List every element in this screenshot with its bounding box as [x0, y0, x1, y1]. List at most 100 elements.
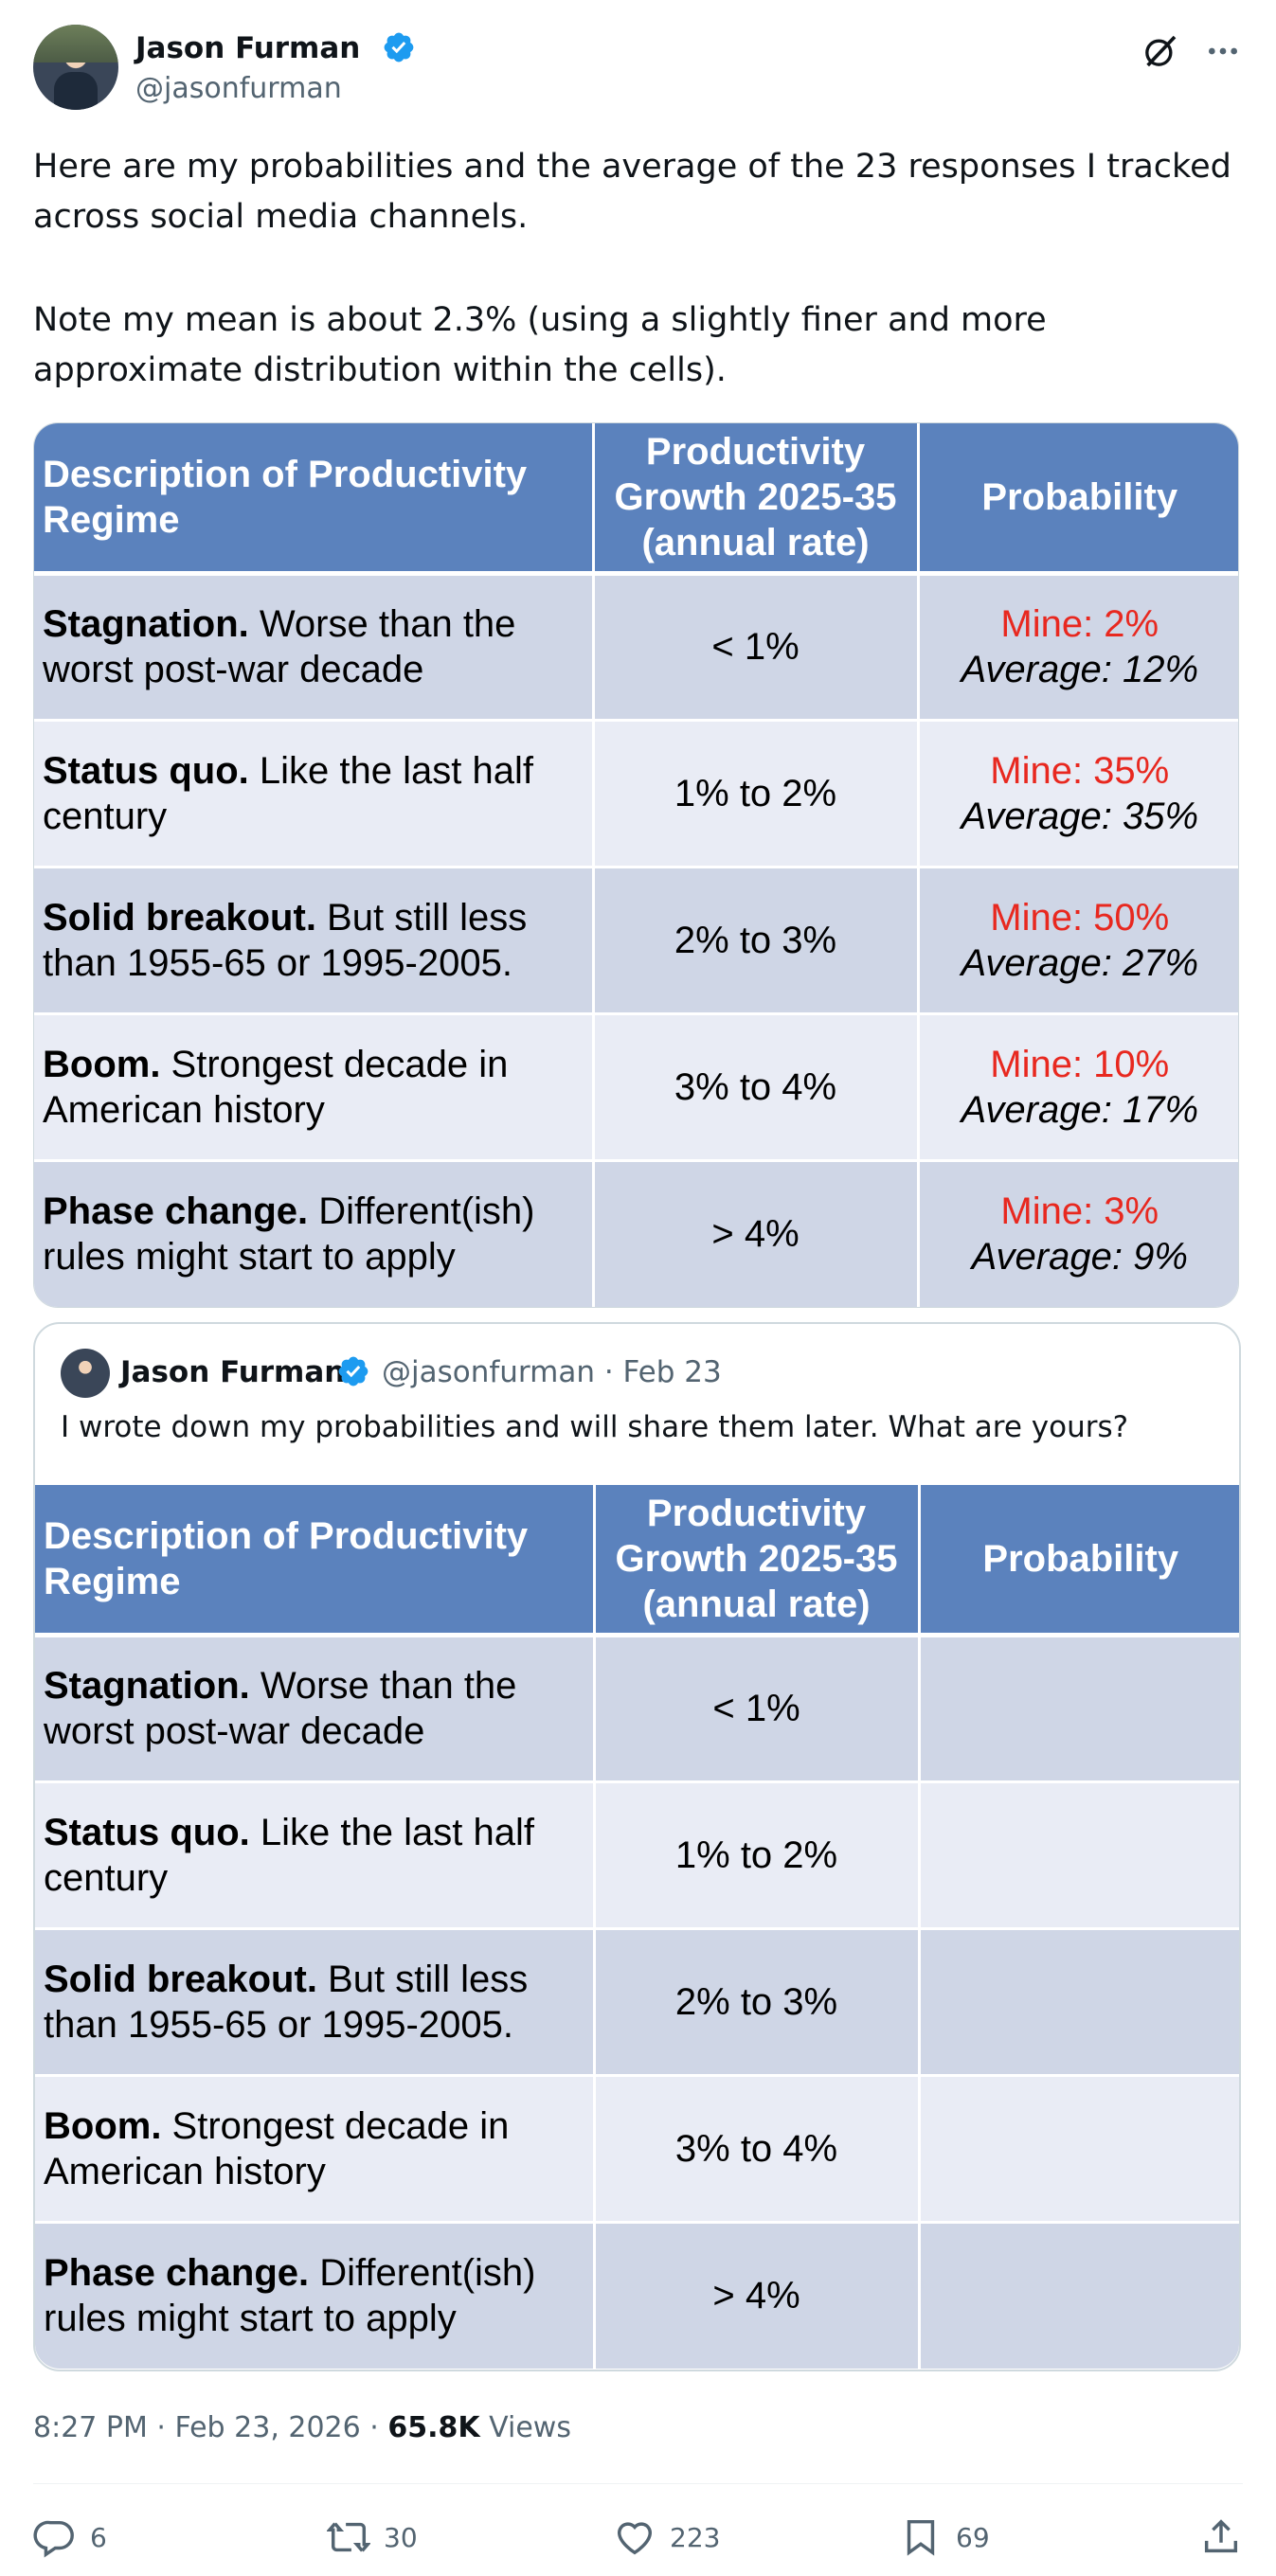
- regime-description: Stagnation. Worse than the worst post-wa…: [35, 1635, 596, 1783]
- reply-count: 6: [90, 2521, 107, 2553]
- like-button[interactable]: 223: [613, 2510, 720, 2565]
- probability-cell-empty: [919, 1928, 1239, 2077]
- regime-desc: But still less than 1955-65 or 1995-2005…: [43, 896, 528, 984]
- growth-rate: 1% to 2%: [594, 1781, 921, 1930]
- regime-description: Phase change. Different(ish) rules might…: [34, 1160, 595, 1307]
- like-icon: [617, 2522, 653, 2555]
- header-probability: Probability: [918, 423, 1238, 576]
- growth-rate: 3% to 4%: [593, 1013, 920, 1162]
- quoted-tweet[interactable]: Jason Furman @jasonfurman · Feb 23 I wro…: [33, 1322, 1241, 2371]
- reply-icon: [33, 2520, 74, 2558]
- average-probability: Average: 35%: [961, 795, 1199, 837]
- regime-label: Solid breakout.: [43, 896, 316, 939]
- growth-rate: 2% to 3%: [594, 1928, 921, 2077]
- share-icon: [1204, 2519, 1238, 2553]
- quoted-productivity-table: Description of Productivity Regime Produ…: [35, 1485, 1239, 2369]
- average-probability: Average: 17%: [961, 1088, 1199, 1131]
- regime-desc: Worse than the worst post-war decade: [44, 1665, 517, 1752]
- mine-probability: Mine: 35%: [990, 749, 1170, 792]
- reply-button[interactable]: 6: [33, 2510, 107, 2565]
- retweet-icon: [327, 2522, 370, 2552]
- tweet-actions: 6 30 223 69: [33, 2510, 1243, 2565]
- table-row: Phase change. Different(ish) rules might…: [35, 2222, 1239, 2369]
- quoted-avatar[interactable]: [61, 1349, 110, 1398]
- table-row: Phase change. Different(ish) rules might…: [34, 1160, 1238, 1307]
- retweet-button[interactable]: 30: [327, 2510, 418, 2565]
- table-row: Solid breakout. But still less than 1955…: [34, 867, 1238, 1015]
- verified-badge-icon[interactable]: [336, 1354, 370, 1388]
- tweet-header: Jason Furman @jasonfurman: [33, 25, 1243, 112]
- bookmark-icon: [907, 2519, 935, 2556]
- regime-desc: Strongest decade in American history: [44, 2104, 510, 2192]
- quoted-table-image[interactable]: Description of Productivity Regime Produ…: [35, 1485, 1239, 2369]
- regime-label: Stagnation.: [43, 603, 249, 645]
- tweet-text: Here are my probabilities and the averag…: [33, 142, 1243, 396]
- header-description: Description of Productivity Regime: [35, 1485, 596, 1637]
- probability-cell: Mine: 50% Average: 27%: [918, 867, 1238, 1015]
- author-name[interactable]: Jason Furman: [135, 31, 361, 65]
- regime-description: Status quo. Like the last half century: [35, 1781, 596, 1930]
- share-button[interactable]: [1199, 2510, 1256, 2565]
- regime-desc: Like the last half century: [44, 1811, 534, 1899]
- regime-description: Boom. Strongest decade in American histo…: [35, 2075, 596, 2224]
- table-row: Boom. Strongest decade in American histo…: [35, 2075, 1239, 2224]
- retweet-count: 30: [384, 2521, 418, 2553]
- header-description: Description of Productivity Regime: [34, 423, 595, 576]
- quoted-text: I wrote down my probabilities and will s…: [61, 1410, 1129, 1444]
- table-row: Status quo. Like the last half century 1…: [34, 720, 1238, 868]
- regime-label: Boom.: [44, 2104, 162, 2147]
- growth-rate: < 1%: [593, 573, 920, 722]
- grok-icon[interactable]: [1141, 32, 1179, 70]
- regime-desc: Different(ish) rules might start to appl…: [44, 2252, 536, 2340]
- regime-label: Solid breakout.: [44, 1958, 317, 2000]
- growth-rate: 2% to 3%: [593, 867, 920, 1015]
- regime-label: Phase change.: [44, 2252, 310, 2295]
- average-probability: Average: 27%: [961, 941, 1199, 984]
- regime-label: Status quo.: [44, 1811, 250, 1853]
- tweet-timestamp: 8:27 PM · Feb 23, 2026 · 65.8K Views: [33, 2408, 571, 2448]
- author-handle[interactable]: @jasonfurman: [135, 72, 342, 105]
- mine-probability: Mine: 50%: [990, 896, 1170, 939]
- header-probability: Probability: [919, 1485, 1239, 1637]
- divider: [33, 2483, 1243, 2484]
- growth-rate: < 1%: [594, 1635, 921, 1783]
- regime-desc: But still less than 1955-65 or 1995-2005…: [44, 1958, 529, 2046]
- table-row: Stagnation. Worse than the worst post-wa…: [35, 1635, 1239, 1783]
- more-options-icon[interactable]: [1204, 32, 1242, 70]
- regime-label: Boom.: [43, 1043, 161, 1085]
- regime-label: Phase change.: [43, 1190, 309, 1233]
- table-row: Stagnation. Worse than the worst post-wa…: [34, 573, 1238, 722]
- quoted-meta[interactable]: @jasonfurman · Feb 23: [382, 1355, 722, 1389]
- probability-cell: Mine: 2% Average: 12%: [918, 573, 1238, 722]
- timestamp-text[interactable]: 8:27 PM · Feb 23, 2026 ·: [33, 2411, 388, 2444]
- regime-desc: Different(ish) rules might start to appl…: [43, 1190, 535, 1279]
- probability-cell: Mine: 10% Average: 17%: [918, 1013, 1238, 1162]
- table-row: Boom. Strongest decade in American histo…: [34, 1013, 1238, 1162]
- productivity-table-image[interactable]: Description of Productivity Regime Produ…: [33, 422, 1239, 1308]
- bookmark-button[interactable]: 69: [899, 2510, 990, 2565]
- mine-probability: Mine: 10%: [990, 1043, 1170, 1085]
- probability-cell-empty: [919, 2222, 1239, 2369]
- like-count: 223: [670, 2521, 721, 2553]
- header-growth: Productivity Growth 2025-35 (annual rate…: [594, 1485, 921, 1637]
- verified-badge-icon[interactable]: [382, 30, 416, 64]
- regime-description: Status quo. Like the last half century: [34, 720, 595, 868]
- regime-description: Solid breakout. But still less than 1955…: [35, 1928, 596, 2077]
- quoted-author-name[interactable]: Jason Furman: [120, 1355, 346, 1389]
- probability-cell: Mine: 35% Average: 35%: [918, 720, 1238, 868]
- growth-rate: 3% to 4%: [594, 2075, 921, 2224]
- regime-label: Status quo.: [43, 749, 249, 792]
- productivity-table: Description of Productivity Regime Produ…: [34, 423, 1238, 1307]
- tweet-paragraph: Here are my probabilities and the averag…: [33, 148, 1231, 236]
- regime-desc: Worse than the worst post-war decade: [43, 603, 516, 690]
- views-label: Views: [479, 2411, 571, 2444]
- growth-rate: 1% to 2%: [593, 720, 920, 868]
- probability-cell: Mine: 3% Average: 9%: [918, 1160, 1238, 1307]
- avatar[interactable]: [33, 25, 118, 110]
- mine-probability: Mine: 2%: [1000, 603, 1159, 645]
- header-growth: Productivity Growth 2025-35 (annual rate…: [593, 423, 920, 576]
- probability-cell-empty: [919, 2075, 1239, 2224]
- mine-probability: Mine: 3%: [1000, 1190, 1159, 1233]
- average-probability: Average: 12%: [961, 649, 1199, 690]
- average-probability: Average: 9%: [971, 1236, 1188, 1279]
